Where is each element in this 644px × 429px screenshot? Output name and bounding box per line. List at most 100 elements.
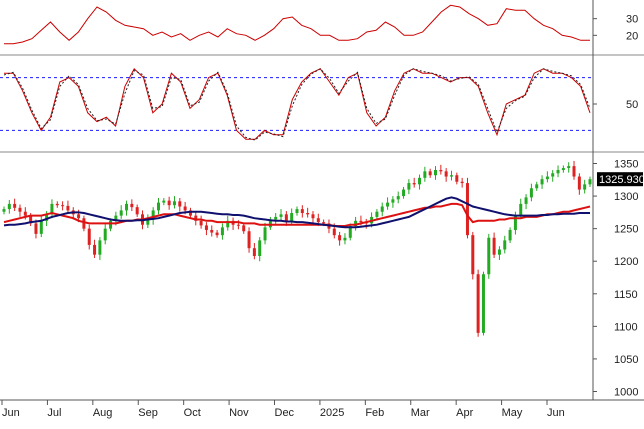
candle-body xyxy=(578,177,581,190)
stochastic-k-line xyxy=(4,69,590,139)
price-tick-label: 1050 xyxy=(614,354,638,366)
candle-body xyxy=(248,231,251,248)
candle-body xyxy=(461,182,464,183)
candle-body xyxy=(82,218,85,228)
candle-body xyxy=(200,221,203,226)
x-tick-label: Dec xyxy=(275,407,295,419)
x-tick-label: May xyxy=(502,407,523,419)
candle-body xyxy=(551,173,554,176)
x-tick-label: 2025 xyxy=(320,407,344,419)
price-tick-label: 1150 xyxy=(614,289,638,301)
candle-body xyxy=(109,221,112,229)
candle-body xyxy=(375,212,378,217)
x-tick-label: Jun xyxy=(2,407,20,419)
candle-body xyxy=(471,235,474,274)
x-tick-label: Feb xyxy=(365,407,384,419)
candle-body xyxy=(546,177,549,180)
candle-body xyxy=(56,204,59,205)
candle-body xyxy=(519,204,522,216)
candle-body xyxy=(439,170,442,171)
candle-body xyxy=(407,183,410,190)
stochastic-tick-label: 50 xyxy=(626,99,638,111)
candle-body xyxy=(322,222,325,223)
candle-body xyxy=(530,188,533,197)
candle-body xyxy=(343,238,346,241)
candle-body xyxy=(589,179,592,184)
candle-body xyxy=(567,166,570,168)
candle-body xyxy=(77,214,80,218)
candle-body xyxy=(216,233,219,236)
candle-body xyxy=(509,230,512,240)
stochastic-panel: 50 xyxy=(0,69,638,140)
candle-body xyxy=(487,238,490,274)
candle-body xyxy=(493,238,496,255)
adx-series-line xyxy=(4,5,590,43)
candle-body xyxy=(466,183,469,235)
candle-body xyxy=(8,204,11,209)
candle-body xyxy=(402,190,405,197)
candle-body xyxy=(98,240,101,254)
candle-body xyxy=(120,210,123,215)
candle-body xyxy=(498,249,501,254)
candle-body xyxy=(130,204,133,207)
candle-body xyxy=(503,240,506,249)
x-tick-label: Jun xyxy=(547,407,565,419)
candle-body xyxy=(525,197,528,204)
candle-body xyxy=(168,201,171,206)
candle-body xyxy=(381,207,384,212)
candle-body xyxy=(253,248,256,256)
candle-body xyxy=(557,170,560,173)
x-tick-label: Apr xyxy=(456,407,473,419)
candle-body xyxy=(210,230,213,233)
candle-body xyxy=(125,204,128,211)
candle-body xyxy=(391,199,394,202)
candle-body xyxy=(562,168,565,170)
adx-tick-label: 20 xyxy=(626,30,638,42)
candle-body xyxy=(418,178,421,185)
candle-body xyxy=(178,201,181,206)
candle-body xyxy=(136,207,139,214)
candle-body xyxy=(93,245,96,255)
candle-body xyxy=(583,184,586,189)
x-tick-label: Mar xyxy=(411,407,430,419)
candle-body xyxy=(397,196,400,199)
candle-body xyxy=(359,221,362,222)
x-tick-label: Sep xyxy=(138,407,158,419)
candle-body xyxy=(221,227,224,235)
candle-body xyxy=(317,218,320,222)
price-tick-label: 1250 xyxy=(614,224,638,236)
candle-body xyxy=(413,183,416,184)
candle-body xyxy=(264,227,267,240)
stochastic-d-line xyxy=(4,69,590,140)
candle-body xyxy=(290,213,293,221)
candle-body xyxy=(24,212,27,216)
candle-body xyxy=(18,208,21,212)
candle-body xyxy=(184,207,187,211)
candle-body xyxy=(333,229,336,236)
candle-body xyxy=(445,171,448,176)
x-tick-label: Aug xyxy=(93,407,113,419)
candles-group xyxy=(3,161,592,337)
candle-body xyxy=(104,229,107,241)
candle-body xyxy=(541,179,544,184)
price-tick-label: 1350 xyxy=(614,159,638,171)
candle-body xyxy=(66,206,69,211)
candle-body xyxy=(285,214,288,221)
candle-body xyxy=(242,225,245,231)
candle-body xyxy=(338,235,341,240)
candle-body xyxy=(173,201,176,205)
candle-body xyxy=(34,223,37,233)
x-tick-label: Oct xyxy=(184,407,201,419)
candle-body xyxy=(274,217,277,220)
candle-body xyxy=(386,203,389,207)
candle-body xyxy=(40,221,43,234)
candle-body xyxy=(258,240,261,256)
candle-body xyxy=(477,274,480,333)
candle-body xyxy=(429,171,432,175)
x-tick-label: Nov xyxy=(229,407,249,419)
price-tick-label: 1300 xyxy=(614,191,638,203)
